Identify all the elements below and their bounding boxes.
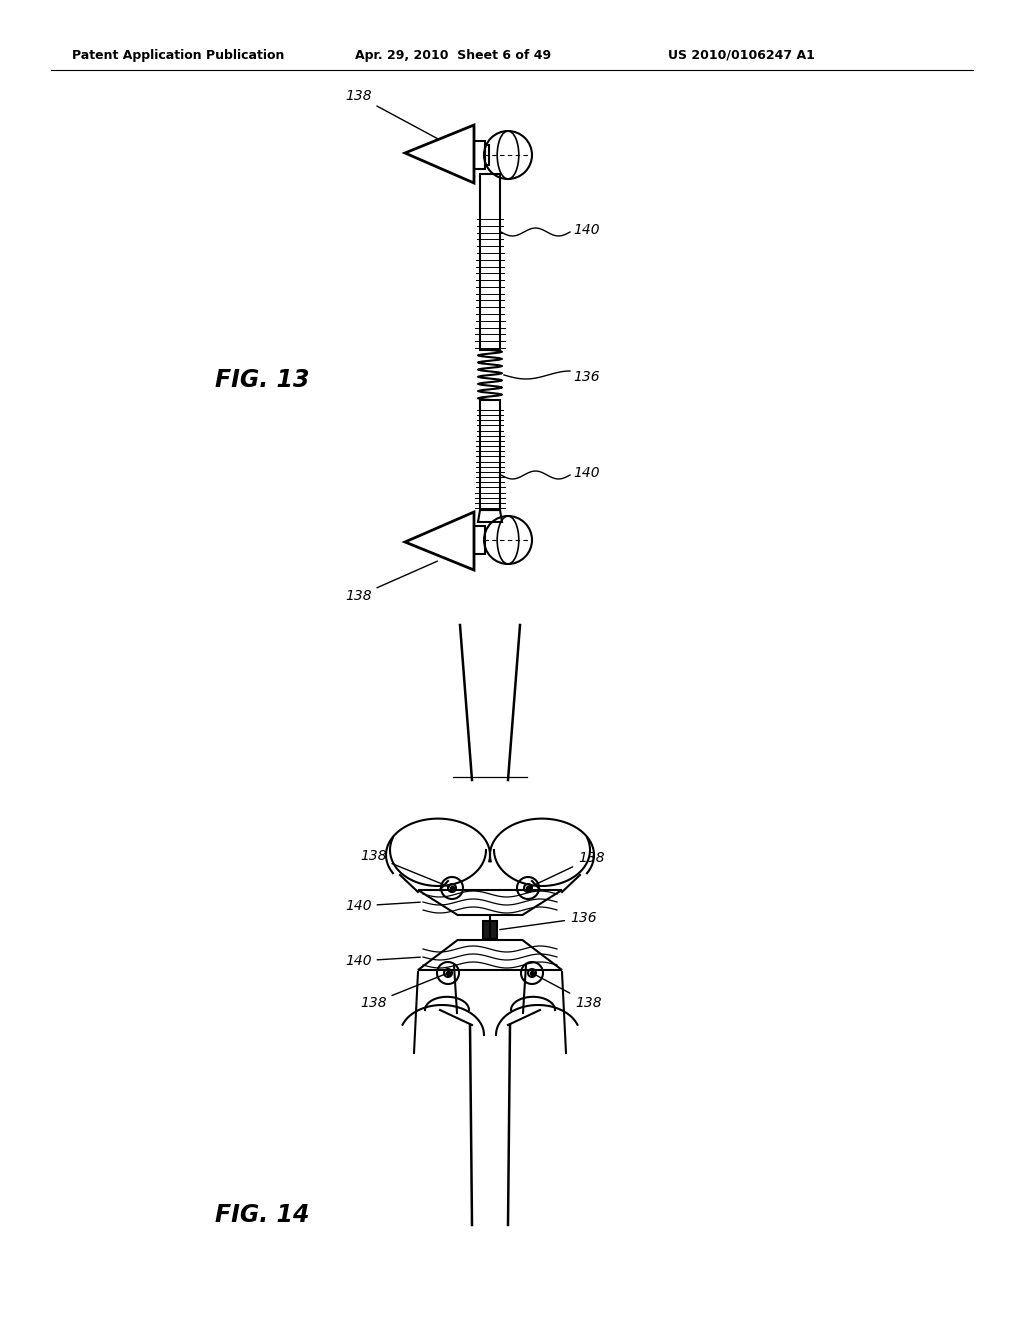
Text: 140: 140 xyxy=(345,899,420,913)
Text: 136: 136 xyxy=(573,370,600,384)
Text: 138: 138 xyxy=(530,851,604,887)
Text: FIG. 13: FIG. 13 xyxy=(215,368,309,392)
Text: 138: 138 xyxy=(360,849,450,887)
Text: 140: 140 xyxy=(345,954,420,968)
Text: Patent Application Publication: Patent Application Publication xyxy=(72,49,285,62)
Text: Apr. 29, 2010  Sheet 6 of 49: Apr. 29, 2010 Sheet 6 of 49 xyxy=(355,49,551,62)
Text: 138: 138 xyxy=(535,974,602,1010)
Text: 138: 138 xyxy=(360,974,445,1010)
Text: FIG. 14: FIG. 14 xyxy=(215,1203,309,1228)
Text: 140: 140 xyxy=(573,466,600,480)
Text: 138: 138 xyxy=(345,561,437,603)
Text: US 2010/0106247 A1: US 2010/0106247 A1 xyxy=(668,49,815,62)
Text: 138: 138 xyxy=(345,88,437,139)
Text: 140: 140 xyxy=(573,223,600,238)
Text: 136: 136 xyxy=(500,911,597,929)
Polygon shape xyxy=(483,921,497,939)
